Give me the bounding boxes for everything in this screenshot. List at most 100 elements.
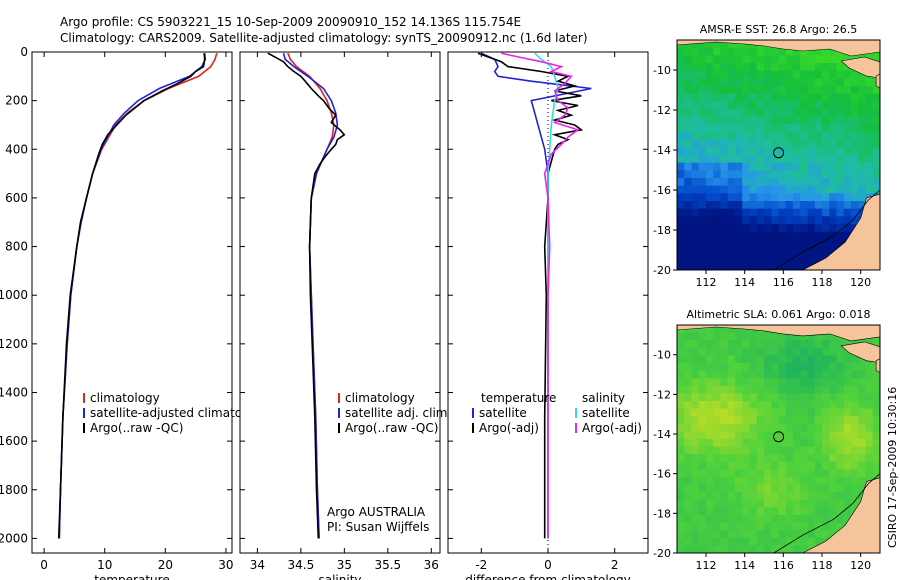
field-cell bbox=[785, 208, 794, 217]
field-cell bbox=[698, 262, 707, 270]
field-cell bbox=[843, 93, 852, 102]
sst-map-frame bbox=[676, 39, 881, 271]
y-tick-label: -14 bbox=[653, 144, 671, 157]
field-cell bbox=[720, 515, 729, 524]
field-cell bbox=[865, 86, 874, 95]
field-cell bbox=[720, 537, 729, 546]
field-cell bbox=[764, 515, 772, 524]
field-cell bbox=[735, 507, 743, 516]
field-cell bbox=[720, 40, 729, 49]
field-cell bbox=[677, 423, 685, 432]
field-cell bbox=[735, 492, 743, 501]
field-cell bbox=[836, 170, 845, 179]
field-cell bbox=[706, 363, 714, 372]
field-cell bbox=[822, 178, 830, 187]
field-cell bbox=[814, 393, 823, 402]
field-cell bbox=[720, 178, 729, 187]
field-cell bbox=[778, 262, 787, 270]
field-cell bbox=[684, 439, 693, 448]
field-cell bbox=[677, 431, 685, 440]
field-cell bbox=[851, 132, 859, 141]
field-cell bbox=[684, 216, 693, 225]
field-cell bbox=[677, 155, 685, 164]
field-cell bbox=[829, 393, 838, 402]
field-cell bbox=[720, 530, 729, 539]
field-cell bbox=[793, 231, 801, 240]
field-cell bbox=[720, 477, 729, 486]
field-cell bbox=[677, 116, 685, 125]
field-cell bbox=[814, 132, 823, 141]
field-cell bbox=[742, 332, 751, 341]
field-cell bbox=[793, 101, 801, 110]
field-cell bbox=[843, 147, 852, 156]
field-cell bbox=[858, 109, 867, 118]
y-tick-label: -18 bbox=[653, 224, 671, 237]
field-cell bbox=[684, 446, 693, 455]
field-cell bbox=[785, 78, 794, 87]
field-cell bbox=[771, 63, 780, 72]
field-cell bbox=[851, 484, 859, 493]
field-cell bbox=[829, 124, 838, 133]
field-cell bbox=[698, 545, 707, 553]
field-cell bbox=[764, 208, 772, 217]
field-cell bbox=[843, 55, 852, 64]
field-cell bbox=[698, 469, 707, 478]
field-cell bbox=[843, 124, 852, 133]
field-cell bbox=[698, 239, 707, 248]
field-cell bbox=[756, 408, 765, 417]
field-cell bbox=[872, 469, 880, 478]
field-cell bbox=[872, 93, 880, 102]
field-cell bbox=[822, 370, 830, 379]
field-cell bbox=[822, 416, 830, 425]
field-cell bbox=[713, 355, 722, 364]
field-cell bbox=[727, 492, 736, 501]
y-tick-label: 2000 bbox=[0, 531, 28, 545]
field-cell bbox=[706, 262, 714, 270]
field-cell bbox=[684, 408, 693, 417]
field-cell bbox=[778, 363, 787, 372]
field-cell bbox=[677, 393, 685, 402]
field-cell bbox=[742, 347, 751, 356]
field-cell bbox=[814, 378, 823, 387]
field-cell bbox=[800, 178, 809, 187]
field-cell bbox=[764, 201, 772, 210]
field-cell bbox=[814, 332, 823, 341]
field-cell bbox=[677, 262, 685, 270]
field-cell bbox=[785, 170, 794, 179]
field-cell bbox=[727, 63, 736, 72]
field-cell bbox=[814, 355, 823, 364]
field-cell bbox=[698, 537, 707, 546]
field-cell bbox=[756, 537, 765, 546]
field-cell bbox=[822, 484, 830, 493]
field-cell bbox=[720, 484, 729, 493]
field-cell bbox=[771, 507, 780, 516]
field-cell bbox=[858, 370, 867, 379]
field-cell bbox=[698, 340, 707, 349]
field-cell bbox=[800, 401, 809, 410]
field-cell bbox=[735, 461, 743, 470]
field-cell bbox=[727, 139, 736, 148]
field-cell bbox=[778, 185, 787, 194]
field-cell bbox=[756, 224, 765, 233]
field-cell bbox=[785, 224, 794, 233]
footer-stamp: CSIRO 17-Sep-2009 10:30:16 bbox=[886, 387, 899, 548]
field-cell bbox=[764, 522, 772, 531]
field-cell bbox=[872, 408, 880, 417]
field-cell bbox=[756, 262, 765, 270]
field-cell bbox=[851, 446, 859, 455]
field-cell bbox=[793, 162, 801, 171]
field-cell bbox=[800, 231, 809, 240]
field-cell bbox=[793, 78, 801, 87]
x-tick-label: 30 bbox=[218, 558, 233, 572]
field-cell bbox=[720, 385, 729, 394]
field-cell bbox=[822, 477, 830, 486]
field-cell bbox=[764, 47, 772, 56]
field-cell bbox=[756, 522, 765, 531]
field-cell bbox=[822, 363, 830, 372]
field-cell bbox=[756, 439, 765, 448]
y-tick-label: 200 bbox=[5, 94, 28, 108]
field-cell bbox=[836, 239, 845, 248]
x-tick-label: 10 bbox=[97, 558, 112, 572]
field-cell bbox=[749, 132, 758, 141]
